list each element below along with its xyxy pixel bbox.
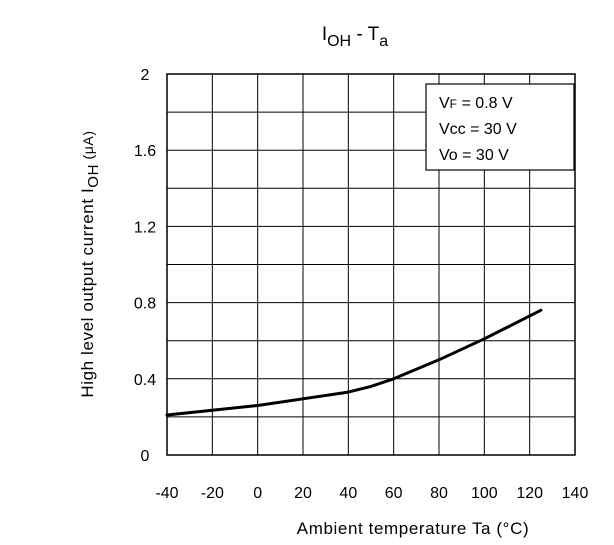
chart-title-rest: - T [351,24,380,45]
y-tick-label: 1.6 [134,143,156,160]
x-tick-labels: -40 -20 0 20 40 60 80 100 120 140 [155,485,588,502]
x-tick-label: 60 [385,485,403,502]
x-tick-label: 100 [471,485,498,502]
x-tick-label: -20 [201,485,224,502]
x-axis-label: Ambient temperature Ta (°C) [297,519,529,538]
chart-title: IOH - Ta [322,24,388,50]
condition-vo: Vo = 30 V [439,147,509,164]
y-tick-label: 0.8 [134,296,156,313]
conditions-box-frame [425,83,575,171]
x-tick-label: 140 [562,485,589,502]
y-tick-label: 2 [141,67,150,84]
y-tick-labels: 0 0.4 0.8 1.2 1.6 2 [134,67,156,465]
x-tick-label: 20 [294,485,312,502]
chart-title-sub: OH [327,33,351,50]
plot-frame [166,73,576,456]
y-axis-label: High level output current IOH (μA) [78,130,102,397]
condition-vf: VF = 0.8 V [439,95,513,112]
y-tick-label: 0 [141,448,150,465]
condition-vcc: Vcc = 30 V [439,121,517,138]
x-tick-label: 40 [339,485,357,502]
y-tick-label: 1.2 [134,219,156,236]
x-tick-label: 0 [253,485,262,502]
x-tick-label: -40 [155,485,178,502]
y-tick-label: 0.4 [134,372,156,389]
chart-title-sub2: a [379,33,388,50]
series-group [165,308,543,417]
chart-title-main: I [322,24,327,45]
x-tick-label: 80 [430,485,448,502]
conditions-box: VF = 0.8 V Vcc = 30 V Vo = 30 V [425,83,575,171]
series-line [165,308,543,417]
x-tick-label: 120 [516,485,543,502]
